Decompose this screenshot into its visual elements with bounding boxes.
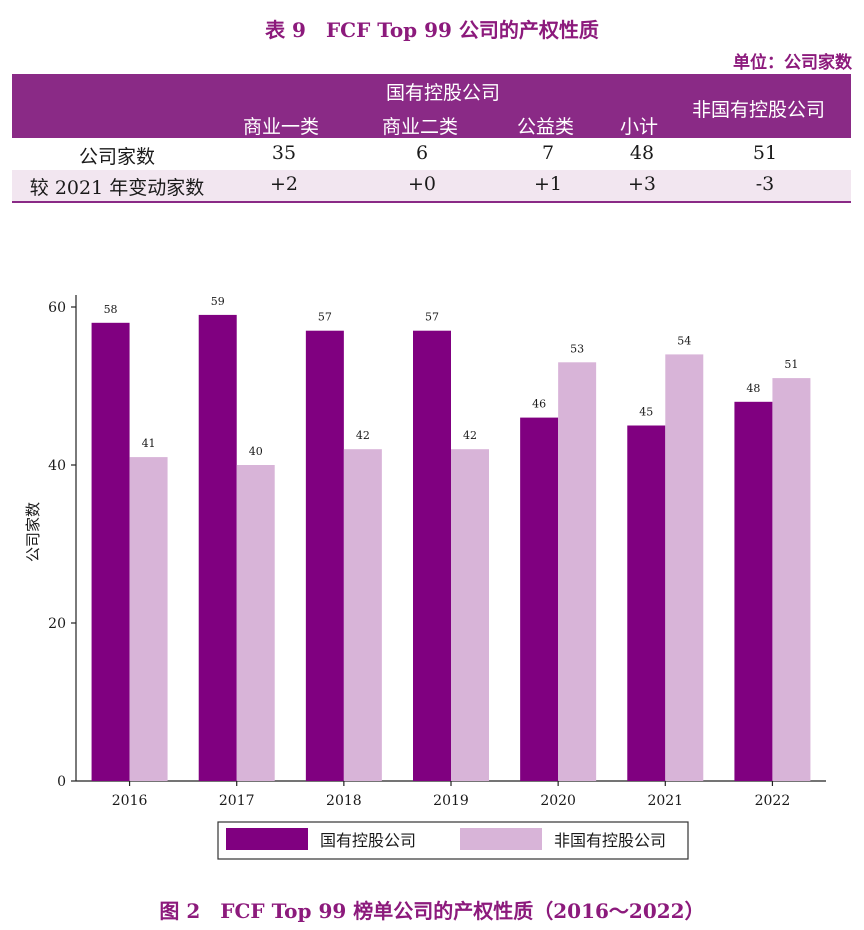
x-tick-label: 2018 (326, 793, 362, 809)
y-tick-label: 40 (48, 458, 66, 474)
y-tick-label: 20 (48, 616, 66, 632)
data-label: 41 (142, 437, 156, 450)
chart-bars (91, 314, 811, 781)
x-tick-label: 2021 (647, 793, 683, 809)
y-axis-label: 公司家数 (24, 502, 42, 562)
x-tick-label: 2022 (755, 793, 791, 809)
bar-state-owned (627, 425, 666, 781)
table-cell: 6 (415, 142, 429, 164)
bar-non-state-owned (772, 378, 811, 781)
bar-non-state-owned (558, 362, 597, 781)
data-label: 57 (318, 311, 332, 324)
sub-header: 商业一类 (243, 116, 320, 138)
y-tick-label: 60 (48, 300, 66, 316)
row-label: 较 2021 年变动家数 (29, 177, 205, 199)
chart-data-labels: 58 41 59 40 57 42 57 42 46 53 45 54 48 51 (104, 295, 799, 458)
table-cell: 7 (541, 142, 555, 164)
table-cell: +2 (269, 173, 298, 195)
sub-header: 商业二类 (382, 116, 459, 138)
row-shading (12, 170, 851, 201)
table-cell: +1 (533, 173, 562, 195)
data-label: 42 (356, 429, 370, 442)
bar-non-state-owned (665, 354, 704, 781)
legend-label-non-state-owned: 非国有控股公司 (554, 831, 666, 850)
data-label: 45 (639, 406, 653, 419)
legend-swatch-non-state-owned (460, 828, 542, 850)
table-bottom-rule (12, 201, 851, 203)
table-cell: 51 (752, 142, 778, 164)
data-label: 51 (784, 358, 798, 371)
bar-state-owned (198, 314, 237, 781)
figure-caption: 图 2 FCF Top 99 榜单公司的产权性质（2016～2022） (159, 899, 705, 923)
row-label: 公司家数 (78, 146, 155, 168)
table-cell: -3 (755, 173, 775, 195)
data-label: 59 (211, 295, 225, 308)
table-title: 表 9 FCF Top 99 公司的产权性质 (265, 18, 599, 42)
x-tick-label: 2019 (433, 793, 469, 809)
bar-non-state-owned (236, 465, 275, 781)
data-label: 53 (570, 342, 584, 355)
bar-state-owned (305, 330, 344, 781)
data-label: 48 (746, 382, 760, 395)
legend-swatch-state-owned (226, 828, 308, 850)
bar-state-owned (413, 330, 451, 781)
legend-label-state-owned: 国有控股公司 (320, 831, 416, 850)
x-tick-label: 2017 (219, 793, 255, 809)
x-tick-label: 2016 (112, 793, 148, 809)
bar-state-owned (734, 401, 773, 781)
legend: 国有控股公司 非国有控股公司 (217, 821, 689, 860)
bar-non-state-owned (451, 449, 489, 781)
table-cell: +0 (407, 173, 436, 195)
sub-header: 公益类 (517, 116, 575, 138)
table-cell: +3 (627, 173, 656, 195)
bar-state-owned (520, 417, 559, 781)
table-header: 国有控股公司 商业一类 商业二类 公益类 小计 非国有控股公司 (12, 74, 851, 138)
table-cell: 48 (629, 142, 655, 164)
bar-state-owned (91, 322, 130, 781)
x-tick-label: 2020 (540, 793, 576, 809)
bar-non-state-owned (129, 457, 168, 781)
bar-chart: 0 20 40 60 2016 2017 2018 2019 2020 2021 2022 58 41… (24, 295, 826, 860)
sub-header: 小计 (620, 116, 659, 138)
data-label: 46 (532, 398, 546, 411)
group-header: 国有控股公司 (386, 82, 501, 104)
data-label: 54 (677, 334, 691, 347)
table-unit: 单位：公司家数 (733, 53, 852, 73)
table-cell: 35 (271, 142, 297, 164)
y-tick-label: 0 (57, 774, 66, 790)
right-header: 非国有控股公司 (692, 99, 826, 121)
data-label: 58 (104, 303, 118, 316)
data-label: 40 (249, 445, 263, 458)
data-label: 57 (425, 311, 439, 324)
data-label: 42 (463, 429, 477, 442)
bar-non-state-owned (343, 449, 382, 781)
